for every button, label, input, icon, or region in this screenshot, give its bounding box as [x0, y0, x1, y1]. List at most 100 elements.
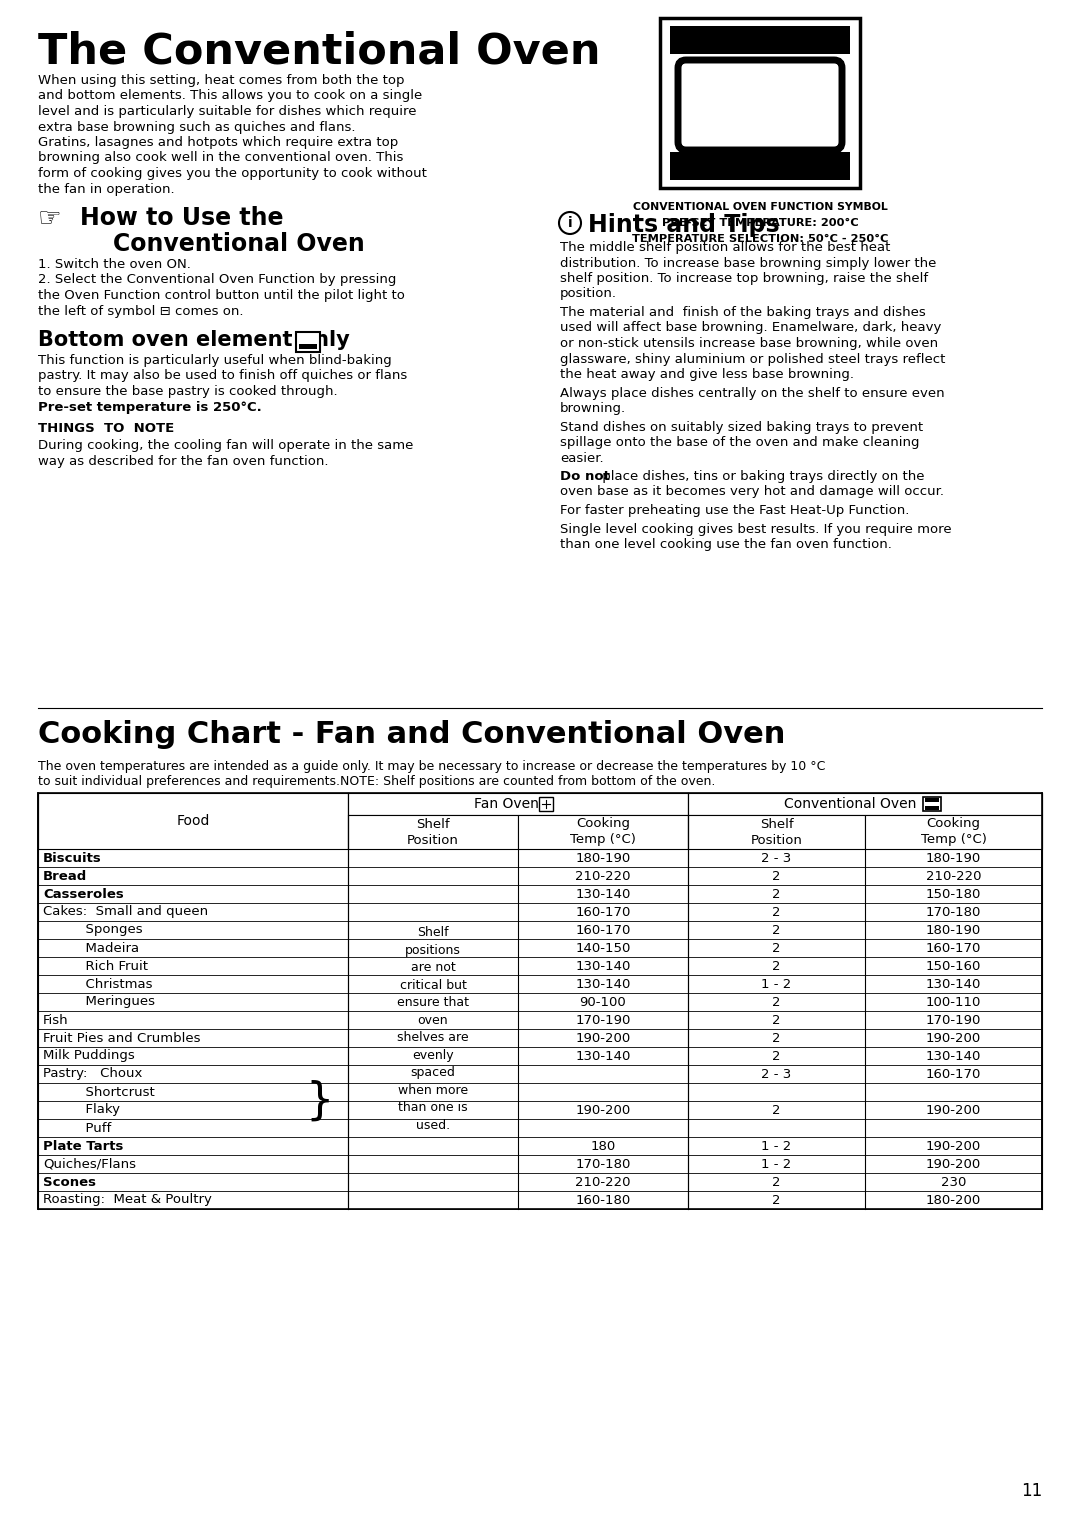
Text: pastry. It may also be used to finish off quiches or flans: pastry. It may also be used to finish of… [38, 370, 407, 382]
Text: Hints and Tips: Hints and Tips [588, 212, 780, 237]
Text: 180-190: 180-190 [576, 851, 631, 865]
Bar [670, 151, 850, 180]
Text: Milk Puddings: Milk Puddings [43, 1050, 135, 1062]
Text: 210-220: 210-220 [576, 869, 631, 883]
Text: 210-220: 210-220 [926, 869, 982, 883]
Text: 130-140: 130-140 [576, 1050, 631, 1062]
Bar [924, 798, 939, 802]
Text: THINGS  TO  NOTE: THINGS TO NOTE [38, 422, 174, 435]
Text: 2: 2 [772, 1193, 781, 1207]
Text: Single level cooking gives best results. If you require more: Single level cooking gives best results.… [561, 523, 951, 535]
Text: 190-200: 190-200 [926, 1031, 981, 1045]
Text: Scones: Scones [43, 1175, 96, 1189]
Text: extra base browning such as quiches and flans.: extra base browning such as quiches and … [38, 121, 355, 133]
Text: 150-180: 150-180 [926, 888, 982, 900]
Bar [688, 814, 865, 850]
Text: 160-170: 160-170 [926, 1068, 982, 1080]
Bar [38, 793, 348, 850]
Text: The material and  finish of the baking trays and dishes: The material and finish of the baking tr… [561, 306, 926, 319]
Bar [539, 798, 553, 811]
Text: Conventional Oven: Conventional Oven [784, 798, 916, 811]
Text: to suit individual preferences and requirements.NOTE: Shelf positions are counte: to suit individual preferences and requi… [38, 775, 715, 788]
Text: 90-100: 90-100 [580, 996, 626, 1008]
Text: Casseroles: Casseroles [43, 888, 124, 900]
FancyBboxPatch shape [678, 60, 842, 150]
Text: PRE-SET TEMPERATURE: 200°C: PRE-SET TEMPERATURE: 200°C [662, 219, 859, 228]
Text: The oven temperatures are intended as a guide only. It may be necessary to incre: The oven temperatures are intended as a … [38, 759, 825, 773]
Text: 190-200: 190-200 [926, 1103, 981, 1117]
Text: 130-140: 130-140 [926, 978, 982, 990]
Text: 2: 2 [772, 1103, 781, 1117]
Text: Madeira: Madeira [43, 941, 139, 955]
Text: Flaky: Flaky [43, 1103, 120, 1117]
Text: browning.: browning. [561, 402, 626, 416]
Text: the fan in operation.: the fan in operation. [38, 182, 175, 196]
Text: Puff: Puff [43, 1122, 111, 1134]
Text: Cakes:  Small and queen: Cakes: Small and queen [43, 906, 208, 918]
Text: glassware, shiny aluminium or polished steel trays reflect: glassware, shiny aluminium or polished s… [561, 353, 945, 365]
Text: 1 - 2: 1 - 2 [761, 1158, 792, 1170]
Text: 180: 180 [591, 1140, 616, 1152]
Text: 2: 2 [772, 906, 781, 918]
Text: 2: 2 [772, 888, 781, 900]
Text: 140-150: 140-150 [576, 941, 631, 955]
Text: way as described for the fan oven function.: way as described for the fan oven functi… [38, 455, 328, 468]
Text: }: } [306, 1079, 334, 1123]
Bar [348, 793, 688, 814]
Text: 2 - 3: 2 - 3 [761, 851, 792, 865]
Bar [518, 814, 688, 850]
Text: 190-200: 190-200 [576, 1031, 631, 1045]
Text: 170-190: 170-190 [576, 1013, 631, 1027]
Text: 180-190: 180-190 [926, 923, 981, 937]
Text: 2: 2 [772, 1050, 781, 1062]
Text: Shelf
Position: Shelf Position [751, 817, 802, 847]
Bar [38, 793, 1042, 1209]
Text: or non-stick utensils increase base browning, while oven: or non-stick utensils increase base brow… [561, 338, 939, 350]
Text: distribution. To increase base browning simply lower the: distribution. To increase base browning … [561, 257, 936, 269]
Text: 130-140: 130-140 [576, 978, 631, 990]
Bar [923, 798, 941, 811]
Text: 2: 2 [772, 923, 781, 937]
Text: For faster preheating use the Fast Heat-Up Function.: For faster preheating use the Fast Heat-… [561, 504, 909, 516]
Text: 1 - 2: 1 - 2 [761, 978, 792, 990]
Text: 170-180: 170-180 [576, 1158, 631, 1170]
Text: Food: Food [176, 814, 210, 828]
Text: easier.: easier. [561, 451, 604, 465]
Text: 190-200: 190-200 [926, 1140, 981, 1152]
Text: the heat away and give less base browning.: the heat away and give less base brownin… [561, 368, 854, 380]
Text: the Oven Function control button until the pilot light to: the Oven Function control button until t… [38, 289, 405, 303]
Text: 1 - 2: 1 - 2 [761, 1140, 792, 1152]
Text: 150-160: 150-160 [926, 960, 982, 972]
Text: Rich Fruit: Rich Fruit [43, 960, 148, 972]
Text: oven base as it becomes very hot and damage will occur.: oven base as it becomes very hot and dam… [561, 486, 944, 498]
Text: 2: 2 [772, 996, 781, 1008]
Text: Biscuits: Biscuits [43, 851, 102, 865]
Text: Sponges: Sponges [43, 923, 143, 937]
Text: Pre-set temperature is 250°C.: Pre-set temperature is 250°C. [38, 400, 261, 414]
Text: 1. Switch the oven ON.: 1. Switch the oven ON. [38, 258, 191, 270]
Bar [660, 18, 860, 188]
Text: 2: 2 [772, 1013, 781, 1027]
Text: 2 - 3: 2 - 3 [761, 1068, 792, 1080]
Text: i: i [568, 215, 572, 231]
Text: Bottom oven element only: Bottom oven element only [38, 330, 357, 350]
Text: Cooking Chart - Fan and Conventional Oven: Cooking Chart - Fan and Conventional Ove… [38, 720, 785, 749]
Text: The middle shelf position allows for the best heat: The middle shelf position allows for the… [561, 241, 890, 254]
Text: Fan Oven: Fan Oven [473, 798, 539, 811]
Text: Conventional Oven: Conventional Oven [80, 232, 365, 257]
Text: 230: 230 [941, 1175, 967, 1189]
Text: 11: 11 [1021, 1482, 1042, 1500]
Text: used will affect base browning. Enamelware, dark, heavy: used will affect base browning. Enamelwa… [561, 321, 942, 335]
Text: Fish: Fish [43, 1013, 69, 1027]
Text: 2: 2 [772, 941, 781, 955]
Text: 160-170: 160-170 [926, 941, 982, 955]
Text: 2: 2 [772, 1031, 781, 1045]
Text: 160-170: 160-170 [576, 923, 631, 937]
Text: spillage onto the base of the oven and make cleaning: spillage onto the base of the oven and m… [561, 435, 919, 449]
Text: 160-170: 160-170 [576, 906, 631, 918]
Text: 130-140: 130-140 [926, 1050, 982, 1062]
Text: 210-220: 210-220 [576, 1175, 631, 1189]
Text: 160-180: 160-180 [576, 1193, 631, 1207]
Text: 180-190: 180-190 [926, 851, 981, 865]
Text: Stand dishes on suitably sized baking trays to prevent: Stand dishes on suitably sized baking tr… [561, 420, 923, 434]
